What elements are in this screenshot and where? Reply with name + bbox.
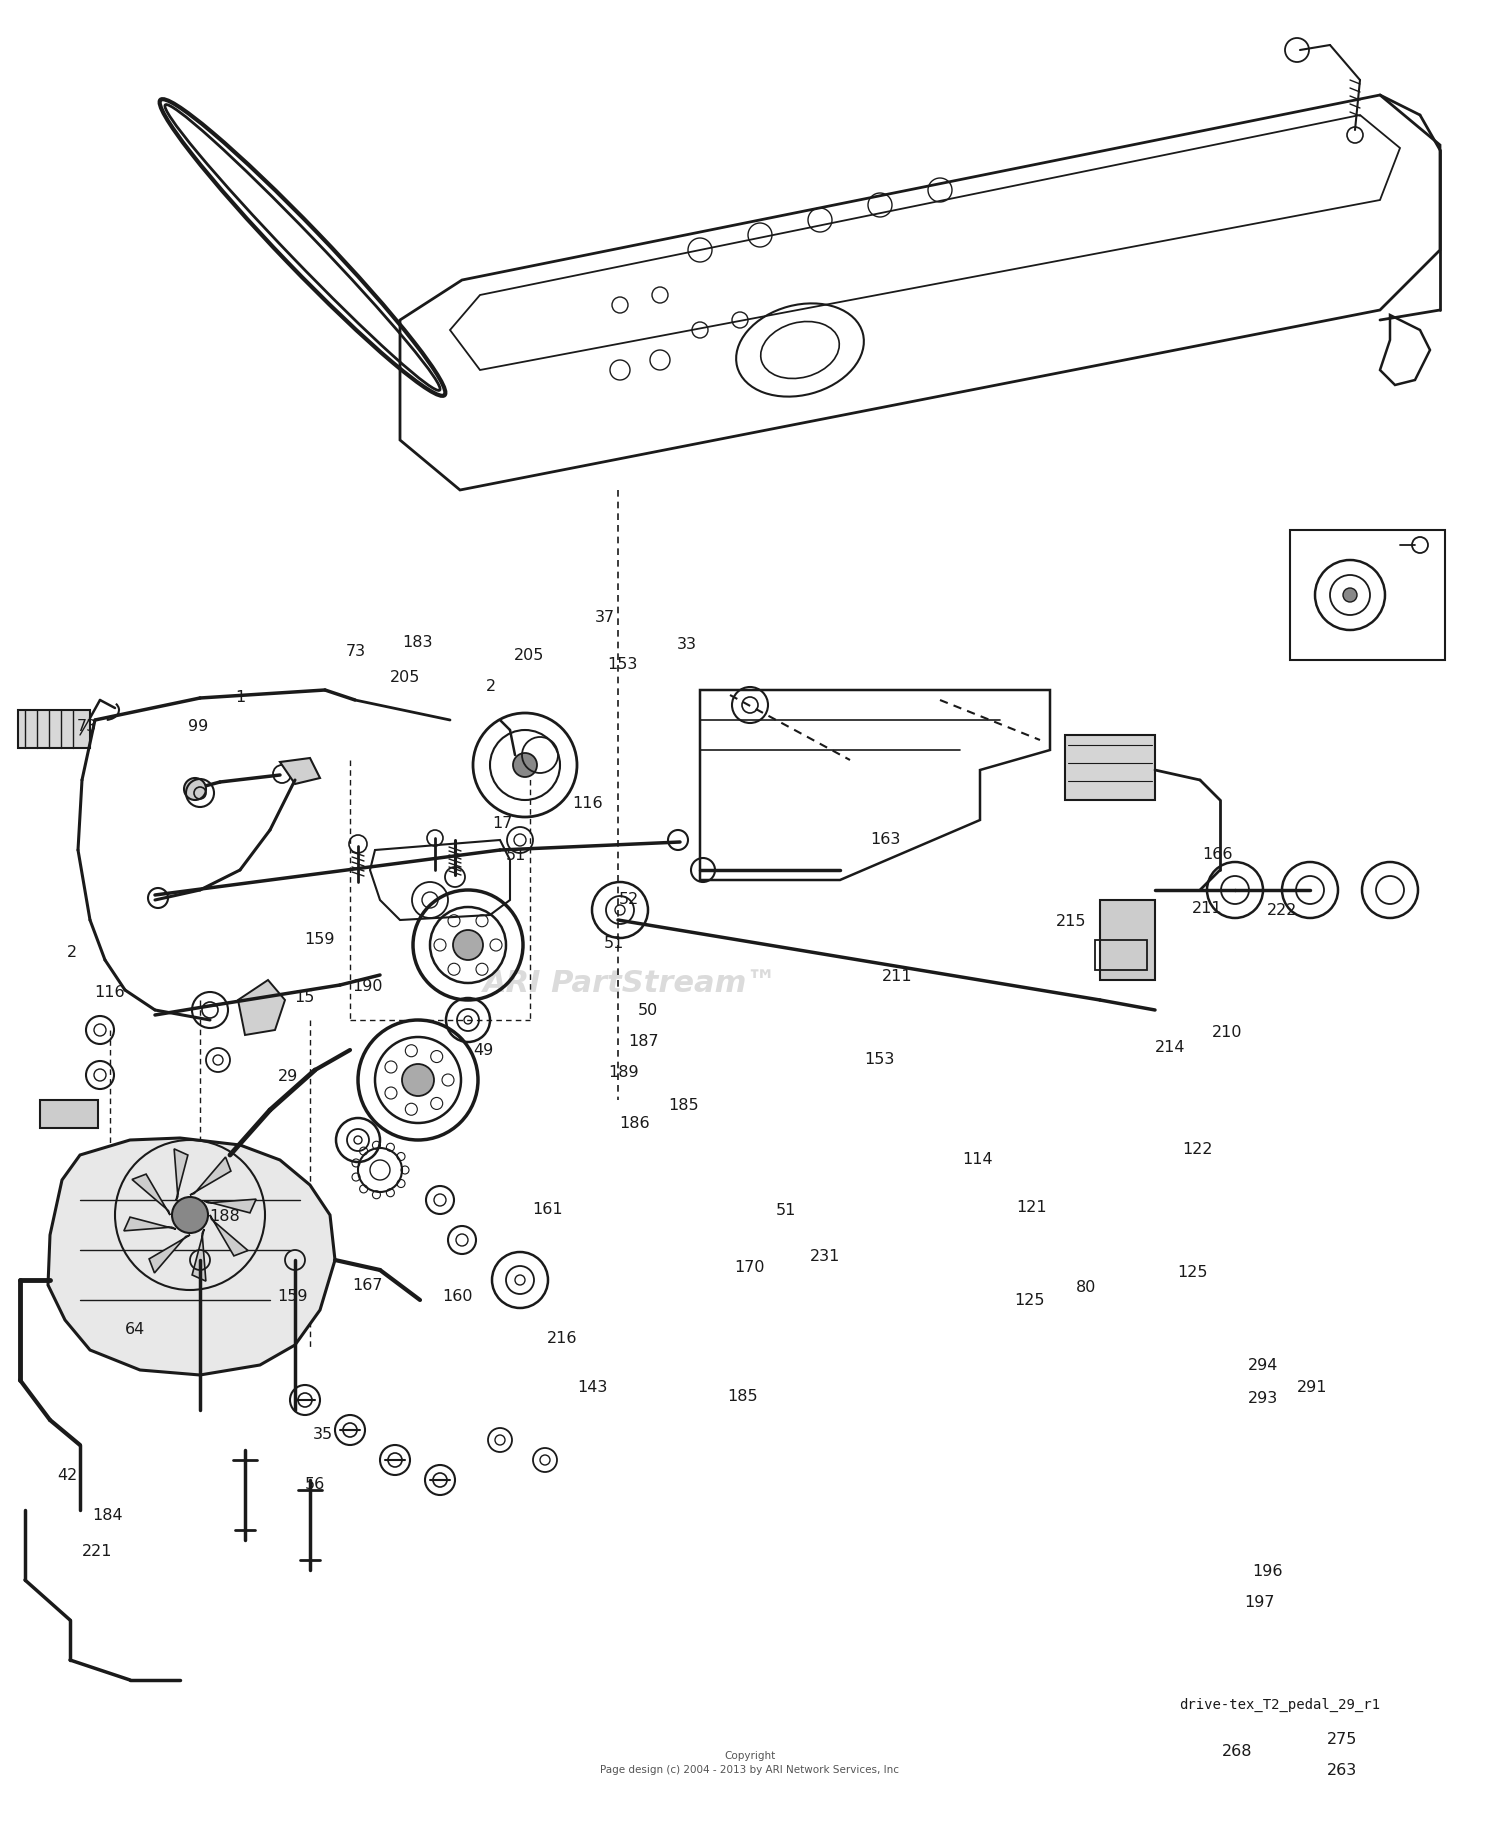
Text: 49: 49 <box>472 1043 494 1058</box>
Text: 205: 205 <box>390 670 420 685</box>
Bar <box>1100 900 1155 980</box>
Text: 291: 291 <box>1298 1380 1328 1395</box>
Polygon shape <box>174 1149 188 1200</box>
Text: 15: 15 <box>294 991 315 1005</box>
Polygon shape <box>192 1229 206 1282</box>
Text: 153: 153 <box>864 1053 894 1067</box>
Text: 153: 153 <box>608 657 638 672</box>
Text: 2: 2 <box>68 945 76 960</box>
Text: 29: 29 <box>278 1069 298 1083</box>
Text: 80: 80 <box>1076 1280 1096 1295</box>
Polygon shape <box>204 1200 257 1213</box>
Circle shape <box>1342 588 1358 603</box>
Text: 188: 188 <box>210 1209 240 1224</box>
Text: 125: 125 <box>1014 1293 1044 1307</box>
Bar <box>40 1100 98 1127</box>
Text: 17: 17 <box>492 816 513 830</box>
Circle shape <box>402 1063 433 1096</box>
Text: 73: 73 <box>345 645 366 659</box>
Text: 205: 205 <box>514 648 544 663</box>
Text: 56: 56 <box>304 1477 326 1491</box>
Text: 263: 263 <box>1328 1763 1358 1777</box>
Text: 163: 163 <box>870 832 900 847</box>
Text: 187: 187 <box>628 1034 658 1049</box>
Bar <box>1095 940 1148 971</box>
Text: 64: 64 <box>124 1322 146 1337</box>
Text: 189: 189 <box>609 1065 639 1080</box>
Text: 33: 33 <box>676 637 698 652</box>
Text: 2: 2 <box>486 679 495 694</box>
Polygon shape <box>148 1235 190 1273</box>
Text: 211: 211 <box>1192 901 1222 916</box>
Text: 121: 121 <box>1017 1200 1047 1215</box>
Text: 221: 221 <box>82 1544 112 1559</box>
Bar <box>1065 736 1155 799</box>
Text: 42: 42 <box>57 1468 78 1482</box>
Text: 222: 222 <box>1268 903 1298 918</box>
Text: 73: 73 <box>76 719 98 734</box>
Text: 190: 190 <box>352 980 382 994</box>
Circle shape <box>513 754 537 778</box>
Polygon shape <box>124 1216 176 1231</box>
Text: 183: 183 <box>402 636 432 650</box>
Text: 186: 186 <box>620 1116 650 1131</box>
Text: 231: 231 <box>810 1249 840 1264</box>
Text: 210: 210 <box>1212 1025 1242 1040</box>
Text: 114: 114 <box>963 1153 993 1167</box>
Text: 51: 51 <box>506 849 526 863</box>
Polygon shape <box>132 1175 170 1215</box>
Text: 122: 122 <box>1182 1142 1212 1156</box>
Bar <box>18 710 90 748</box>
Text: 268: 268 <box>1222 1745 1252 1759</box>
Text: 216: 216 <box>548 1331 578 1346</box>
Text: 51: 51 <box>776 1204 796 1218</box>
Text: 37: 37 <box>594 610 615 625</box>
Text: 215: 215 <box>1056 914 1086 929</box>
Text: 35: 35 <box>312 1428 333 1442</box>
Text: 185: 185 <box>669 1098 699 1113</box>
Text: 275: 275 <box>1328 1732 1358 1746</box>
Text: 143: 143 <box>578 1380 608 1395</box>
Text: 160: 160 <box>442 1289 472 1304</box>
Text: 99: 99 <box>188 719 209 734</box>
Text: 125: 125 <box>1178 1266 1208 1280</box>
Text: 1: 1 <box>236 690 244 705</box>
Text: 51: 51 <box>603 936 624 951</box>
Text: 116: 116 <box>94 985 124 1000</box>
Text: 159: 159 <box>304 932 334 947</box>
Text: 211: 211 <box>882 969 912 983</box>
Text: 184: 184 <box>93 1508 123 1522</box>
Circle shape <box>172 1196 208 1233</box>
Text: 294: 294 <box>1248 1358 1278 1373</box>
Text: ARI PartStream™: ARI PartStream™ <box>483 969 777 998</box>
Text: 167: 167 <box>352 1278 382 1293</box>
Circle shape <box>184 778 206 799</box>
Text: 185: 185 <box>728 1389 758 1404</box>
Text: 214: 214 <box>1155 1040 1185 1054</box>
Text: 166: 166 <box>1203 847 1233 861</box>
Text: 50: 50 <box>638 1003 658 1018</box>
Polygon shape <box>48 1138 334 1375</box>
Text: 161: 161 <box>532 1202 562 1216</box>
Text: 52: 52 <box>618 892 639 907</box>
Bar <box>1290 530 1444 659</box>
Ellipse shape <box>165 104 440 390</box>
Text: Copyright
Page design (c) 2004 - 2013 by ARI Network Services, Inc: Copyright Page design (c) 2004 - 2013 by… <box>600 1752 900 1775</box>
Polygon shape <box>210 1215 248 1256</box>
Polygon shape <box>238 980 285 1034</box>
Text: 197: 197 <box>1245 1595 1275 1610</box>
Text: drive-tex_T2_pedal_29_r1: drive-tex_T2_pedal_29_r1 <box>1179 1697 1380 1712</box>
Text: 159: 159 <box>278 1289 308 1304</box>
Text: 116: 116 <box>573 796 603 810</box>
Circle shape <box>453 931 483 960</box>
Text: 196: 196 <box>1252 1564 1282 1579</box>
Text: 293: 293 <box>1248 1391 1278 1406</box>
Text: 170: 170 <box>735 1260 765 1275</box>
Polygon shape <box>280 758 320 785</box>
Polygon shape <box>190 1156 231 1195</box>
